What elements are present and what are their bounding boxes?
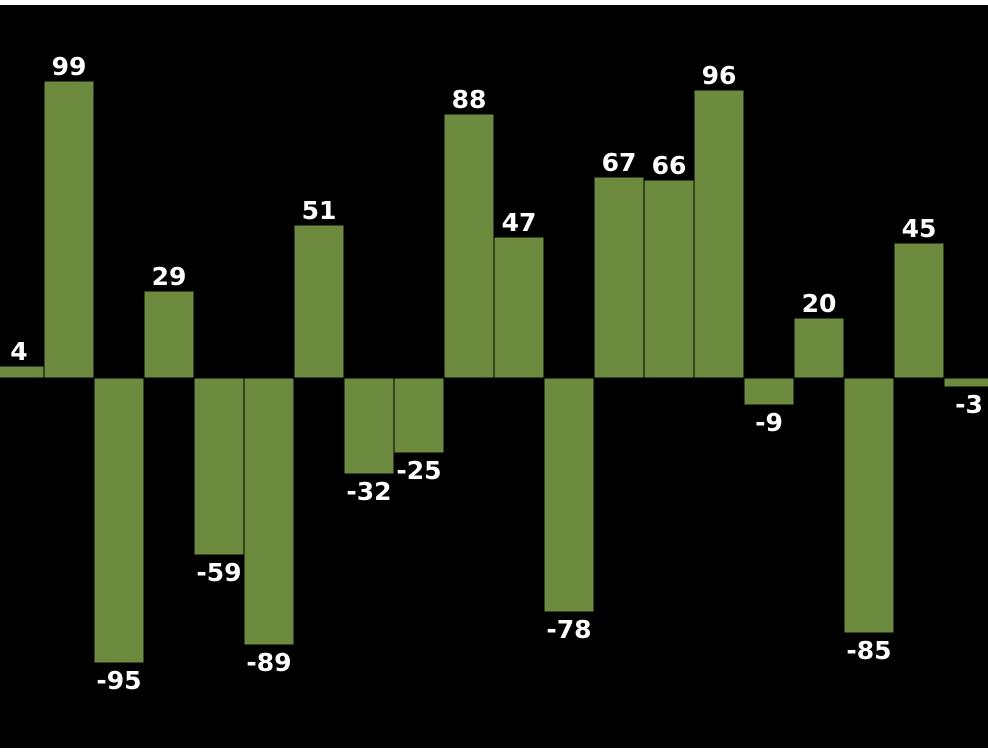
- data-label-17: 20: [802, 289, 837, 318]
- bar-1: [0, 365, 45, 379]
- data-label-4: 29: [152, 262, 187, 291]
- data-label-15: 96: [702, 61, 737, 90]
- bar-5: [193, 377, 245, 556]
- bar-6: [243, 377, 295, 646]
- bar-15: [693, 89, 745, 379]
- labels-layer: 4 99 -95 29 -59 -89 51 -32-25 88 47 -78 67 66 96 -9 20 -…: [10, 52, 983, 695]
- data-label-16: -9: [755, 408, 783, 437]
- bar-9: [393, 377, 445, 454]
- data-label-10: 88: [452, 85, 487, 114]
- data-label-3: -95: [96, 666, 141, 695]
- bar-13: [593, 176, 645, 379]
- data-label-13: 67: [602, 148, 637, 177]
- bar-11: [493, 236, 545, 379]
- bar-17: [793, 317, 845, 379]
- bar-20: [943, 377, 988, 388]
- data-label-1: 4: [10, 337, 27, 366]
- bar-18: [843, 377, 895, 634]
- data-label-20: -3: [955, 390, 983, 419]
- data-label-11: 47: [502, 208, 537, 237]
- top-border: [0, 0, 988, 5]
- data-label-12: -78: [546, 615, 591, 644]
- bar-7: [293, 224, 345, 379]
- data-label-8: -32: [346, 477, 391, 506]
- data-label-7: 51: [302, 196, 337, 225]
- data-label-19: 45: [902, 214, 937, 243]
- bar-2: [43, 80, 95, 379]
- data-label-6: -89: [246, 648, 291, 677]
- bar-19: [893, 242, 945, 379]
- bar-10: [443, 113, 495, 379]
- bar-4: [143, 290, 195, 379]
- bar-12: [543, 377, 595, 613]
- bar-14: [643, 179, 695, 379]
- bar-8: [343, 377, 395, 475]
- data-label-14: 66: [652, 151, 687, 180]
- bar-3: [93, 377, 145, 664]
- data-label-9: -25: [396, 456, 441, 485]
- bars-layer: [0, 80, 988, 664]
- data-label-2: 99: [52, 52, 87, 81]
- bar-16: [743, 377, 795, 406]
- data-label-5: -59: [196, 558, 241, 587]
- data-label-18: -85: [846, 636, 891, 665]
